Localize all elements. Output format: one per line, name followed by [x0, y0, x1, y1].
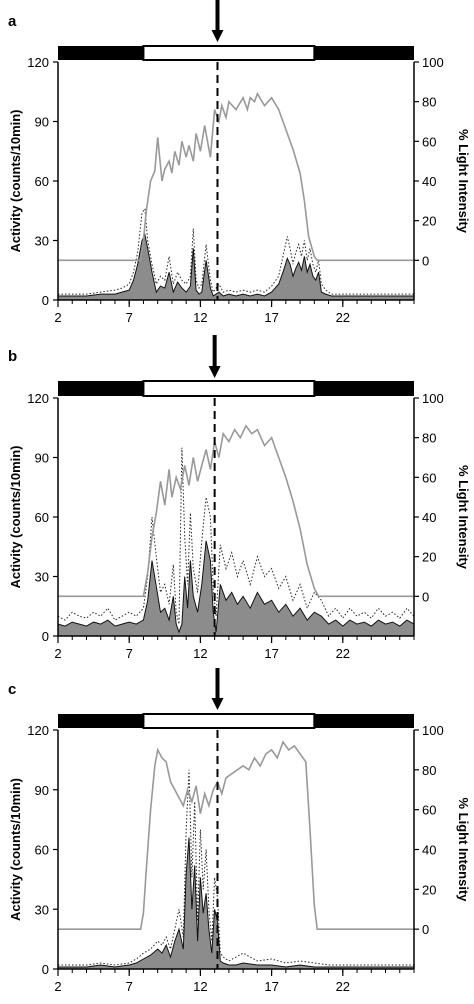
y2-tick-label: 100 — [422, 723, 444, 738]
y2-tick-label: 80 — [422, 763, 436, 778]
y-tick-label: 0 — [42, 962, 49, 977]
x-tick-label: 22 — [336, 979, 350, 994]
activity-dotted-series — [58, 207, 414, 295]
down-arrow-head-icon — [211, 698, 224, 710]
dark-period-bar — [58, 46, 144, 60]
y-tick-label: 120 — [27, 55, 49, 70]
x-tick-label: 2 — [54, 979, 61, 994]
y-axis-title: Activity (counts/10min) — [8, 445, 23, 588]
y-tick-label: 30 — [35, 570, 49, 585]
y-tick-label: 0 — [42, 629, 49, 644]
x-tick-label: 12 — [193, 646, 207, 661]
x-tick-label: 17 — [264, 646, 278, 661]
activity-area-series — [57, 233, 415, 301]
y2-tick-label: 20 — [422, 550, 436, 565]
y2-tick-label: 100 — [422, 391, 444, 406]
y2-tick-label: 40 — [422, 174, 436, 189]
y2-tick-label: 0 — [422, 253, 429, 268]
light-period-bar — [142, 713, 316, 729]
x-tick-label: 17 — [264, 979, 278, 994]
y2-tick-label: 60 — [422, 803, 436, 818]
y-tick-label: 120 — [27, 723, 49, 738]
y-tick-label: 120 — [27, 391, 49, 406]
dark-period-bar — [58, 381, 144, 396]
y2-tick-label: 0 — [422, 922, 429, 937]
y2-tick-label: 80 — [422, 431, 436, 446]
light-intensity-series — [58, 424, 414, 598]
activity-dotted-series — [57, 447, 415, 625]
dark-period-bar — [58, 714, 144, 728]
y2-axis-title: % Light Intensity — [456, 798, 471, 903]
light-intensity-series — [58, 91, 414, 262]
y2-tick-label: 40 — [422, 510, 436, 525]
y-axis-title: Activity (counts/10min) — [8, 778, 23, 921]
chart-panel-b: b 2 7 12 17 22 0 30 60 90 120 0 20 40 60 80 100 Activity … — [8, 335, 471, 661]
x-tick-label: 7 — [126, 979, 133, 994]
y-tick-label: 90 — [35, 783, 49, 798]
y-tick-label: 60 — [35, 843, 49, 858]
down-arrow-head-icon — [208, 366, 221, 378]
down-arrow-head-icon — [211, 30, 224, 42]
chart-panel-a: a 2 7 12 17 22 0 30 60 90 120 0 20 40 60 80 100 Activity … — [8, 0, 471, 325]
y2-tick-label: 80 — [422, 95, 436, 110]
dark-period-bar — [314, 381, 414, 396]
activity-area-series — [57, 837, 415, 970]
y2-tick-label: 100 — [422, 55, 444, 70]
activity-area-series — [57, 540, 415, 637]
dark-period-bar — [314, 46, 414, 60]
y2-axis-title: % Light Intensity — [456, 129, 471, 234]
chart-panel-c: c 2 7 12 17 22 0 30 60 90 120 0 20 40 60 80 100 Activity … — [8, 668, 471, 994]
activity-dotted-series — [58, 769, 414, 966]
x-tick-label: 7 — [126, 310, 133, 325]
y-tick-label: 90 — [35, 451, 49, 466]
x-tick-label: 17 — [264, 310, 278, 325]
y-axis-title: Activity (counts/10min) — [8, 109, 23, 252]
y-tick-label: 0 — [42, 293, 49, 308]
x-tick-label: 22 — [336, 646, 350, 661]
y-tick-label: 60 — [35, 174, 49, 189]
x-tick-label: 12 — [193, 310, 207, 325]
y2-tick-label: 60 — [422, 134, 436, 149]
light-period-bar — [142, 380, 316, 397]
x-tick-label: 22 — [336, 310, 350, 325]
y-tick-label: 30 — [35, 902, 49, 917]
y2-tick-label: 40 — [422, 843, 436, 858]
dark-period-bar — [314, 714, 414, 728]
x-tick-label: 7 — [126, 646, 133, 661]
panel-letter: a — [8, 13, 17, 30]
light-period-bar — [142, 45, 316, 61]
y2-tick-label: 20 — [422, 882, 436, 897]
y2-tick-label: 0 — [422, 589, 429, 604]
y-tick-label: 60 — [35, 510, 49, 525]
light-intensity-series — [58, 740, 414, 930]
x-tick-label: 2 — [54, 646, 61, 661]
y2-axis-title: % Light Intensity — [456, 465, 471, 570]
panel-letter: b — [8, 348, 17, 365]
x-tick-label: 12 — [193, 979, 207, 994]
y-tick-label: 30 — [35, 234, 49, 249]
panel-letter: c — [8, 681, 16, 698]
y2-tick-label: 20 — [422, 214, 436, 229]
y2-tick-label: 60 — [422, 470, 436, 485]
x-tick-label: 2 — [54, 310, 61, 325]
y-tick-label: 90 — [35, 115, 49, 130]
